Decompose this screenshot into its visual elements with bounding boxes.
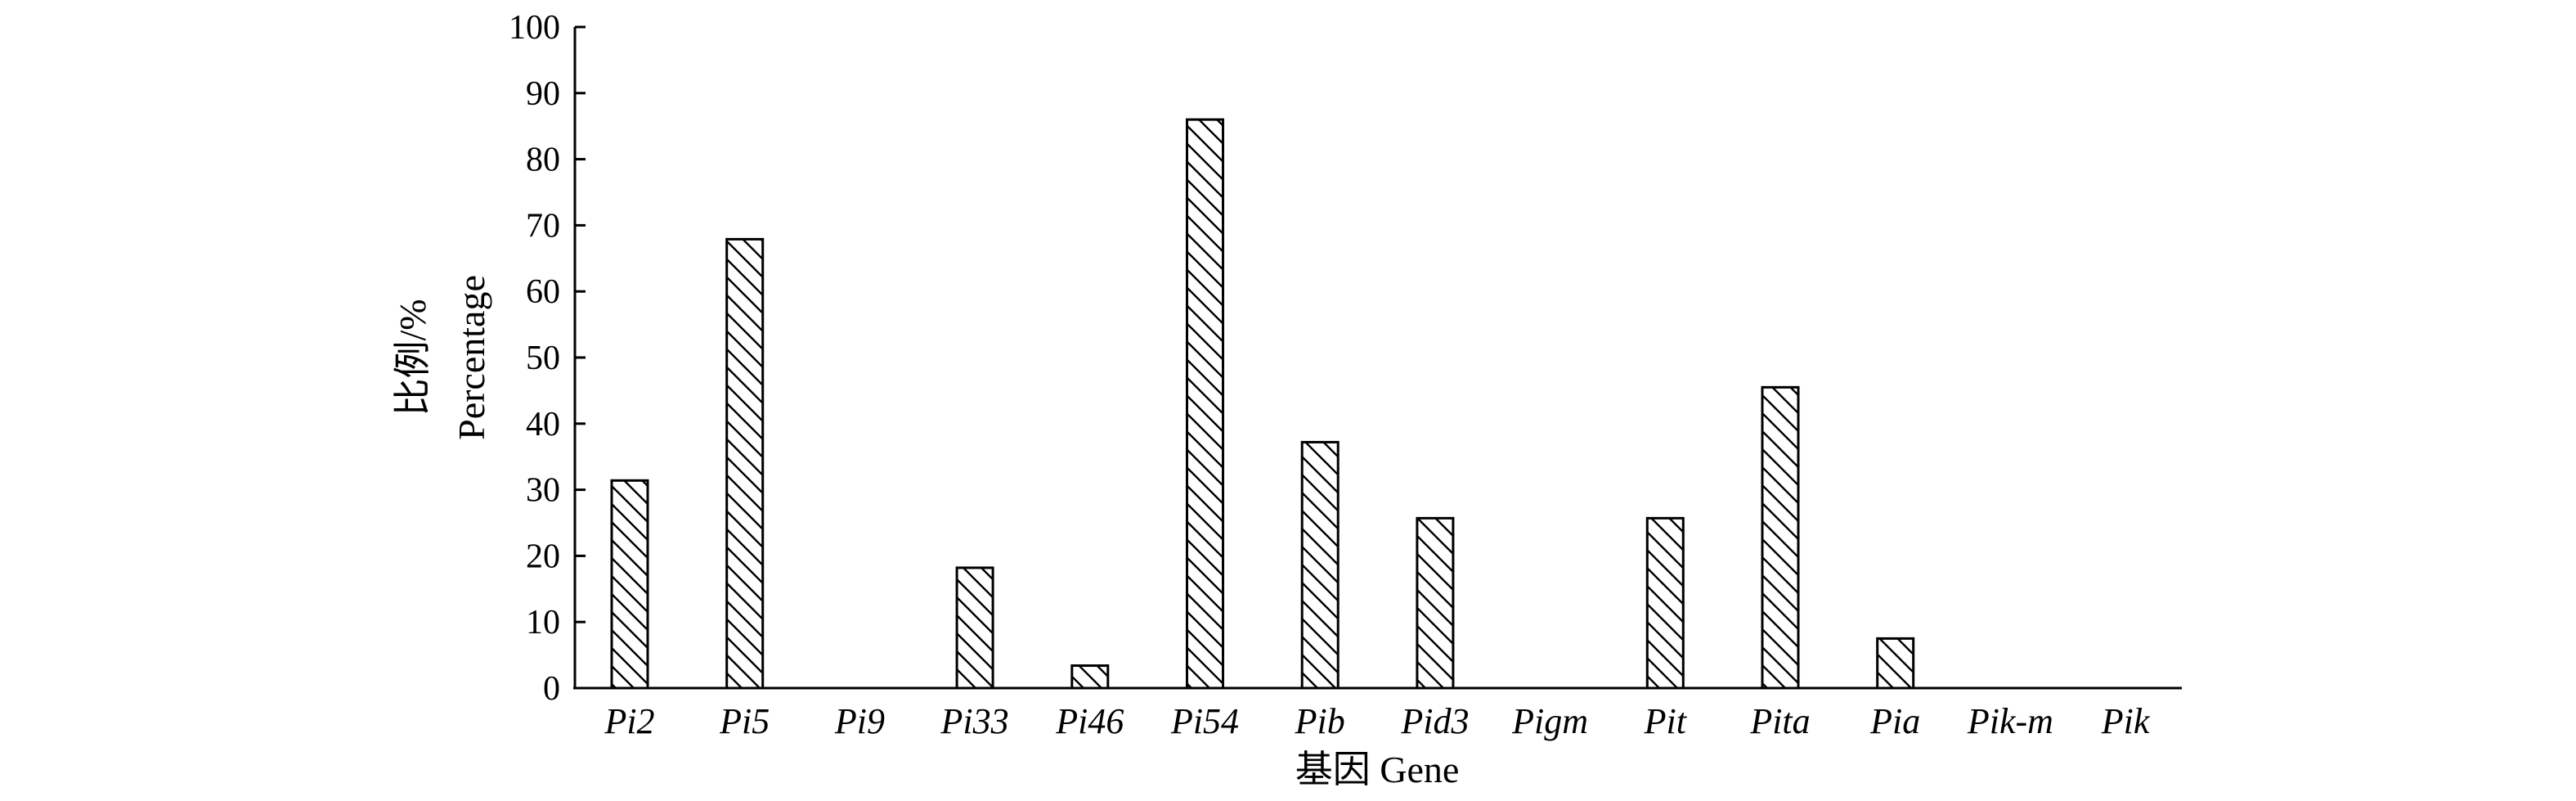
x-tick-labels: Pi2 Pi5 Pi9 Pi33 Pi46 Pi54 Pib Pid3 Pigm Pit Pita P… — [604, 701, 2150, 741]
bar-pid3 — [1416, 516, 1455, 690]
x-tick-label-pi33: Pi33 — [940, 701, 1009, 741]
y-tick-label: 30 — [526, 472, 560, 510]
x-tick-label-pik-m: Pik-m — [1967, 701, 2053, 741]
x-tick-label-pigm: Pigm — [1511, 701, 1588, 741]
bar-pi2 — [610, 479, 649, 690]
bar-pi33 — [955, 566, 994, 690]
x-tick-label-pi5: Pi5 — [719, 701, 770, 741]
y-tick-label: 80 — [526, 142, 560, 179]
bar-pia — [1876, 637, 1915, 690]
x-tick-label-pit: Pit — [1644, 701, 1688, 741]
bar-pita — [1761, 385, 1800, 690]
x-tick-label-pi2: Pi2 — [604, 701, 654, 741]
bar-pit — [1645, 516, 1685, 690]
y-axis-title: 比例/% Percentage — [392, 275, 492, 440]
bars — [610, 118, 1915, 690]
x-axis-title: 基因 Gene — [1295, 749, 1460, 790]
y-tick-label: 50 — [526, 340, 560, 377]
y-tick-label: 0 — [543, 670, 560, 708]
bar-pi5 — [725, 237, 765, 690]
y-tick-label: 100 — [509, 9, 560, 47]
y-axis-title-english: Percentage — [451, 275, 492, 440]
y-tick-label: 70 — [526, 207, 560, 245]
y-ticks: 0 10 20 30 40 50 60 70 80 90 100 — [509, 9, 586, 708]
y-tick-label: 20 — [526, 538, 560, 575]
y-tick-label: 90 — [526, 75, 560, 113]
y-tick-label: 10 — [526, 604, 560, 641]
y-axis-title-chinese: 比例/% — [392, 299, 433, 416]
y-tick-label: 60 — [526, 273, 560, 311]
bar-pib — [1300, 440, 1340, 690]
x-tick-label-pi9: Pi9 — [834, 701, 885, 741]
x-tick-label-pia: Pia — [1869, 701, 1920, 741]
x-tick-label-pib: Pib — [1295, 701, 1345, 741]
y-tick-label: 40 — [526, 406, 560, 443]
bar-pi46 — [1070, 664, 1110, 690]
x-tick-label-pi46: Pi46 — [1055, 701, 1124, 741]
x-tick-label-pid3: Pid3 — [1400, 701, 1469, 741]
x-tick-label-pik: Pik — [2101, 701, 2151, 741]
bar-pi54 — [1186, 118, 1224, 690]
x-tick-label-pita: Pita — [1749, 701, 1810, 741]
x-tick-label-pi54: Pi54 — [1170, 701, 1239, 741]
